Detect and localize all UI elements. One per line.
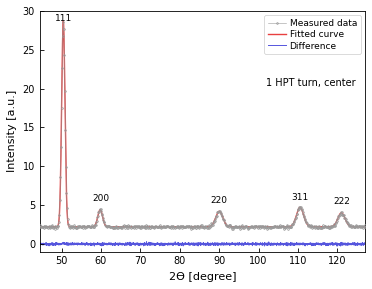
Difference [363, 242, 367, 245]
Line: Fitted curve: Fitted curve [40, 21, 365, 227]
Difference [357, 242, 361, 245]
Difference [163, 243, 167, 247]
Difference [144, 240, 149, 243]
Fitted curve [321, 225, 326, 229]
Fitted curve [356, 225, 361, 229]
Measured data [363, 225, 367, 229]
Difference [177, 244, 181, 247]
Text: 200: 200 [92, 194, 109, 203]
Difference [94, 242, 99, 245]
Fitted curve [177, 225, 181, 229]
Fitted curve [163, 225, 167, 229]
Measured data [256, 226, 260, 230]
Fitted curve [38, 225, 42, 229]
Measured data [185, 225, 190, 228]
Text: 1 HPT turn, center: 1 HPT turn, center [266, 78, 355, 88]
Line: Measured data: Measured data [39, 21, 366, 230]
Measured data [96, 214, 100, 217]
Fitted curve [61, 19, 65, 23]
Measured data [230, 225, 234, 229]
Difference [321, 242, 326, 246]
Y-axis label: Intensity [a.u.]: Intensity [a.u.] [7, 90, 17, 173]
Measured data [122, 224, 126, 227]
Difference [75, 242, 79, 245]
Measured data [38, 224, 42, 227]
X-axis label: 2ϴ [degree]: 2ϴ [degree] [169, 272, 236, 282]
Measured data [246, 227, 251, 231]
Measured data [61, 20, 65, 24]
Fitted curve [75, 225, 79, 229]
Difference [335, 244, 339, 248]
Line: Difference: Difference [40, 242, 365, 246]
Measured data [283, 226, 288, 229]
Difference [38, 242, 42, 246]
Text: 311: 311 [291, 193, 309, 202]
Legend: Measured data, Fitted curve, Difference: Measured data, Fitted curve, Difference [264, 15, 360, 54]
Text: 111: 111 [55, 14, 72, 23]
Text: 220: 220 [211, 196, 228, 205]
Text: 222: 222 [333, 197, 350, 206]
Fitted curve [363, 225, 367, 229]
Fitted curve [94, 221, 99, 224]
